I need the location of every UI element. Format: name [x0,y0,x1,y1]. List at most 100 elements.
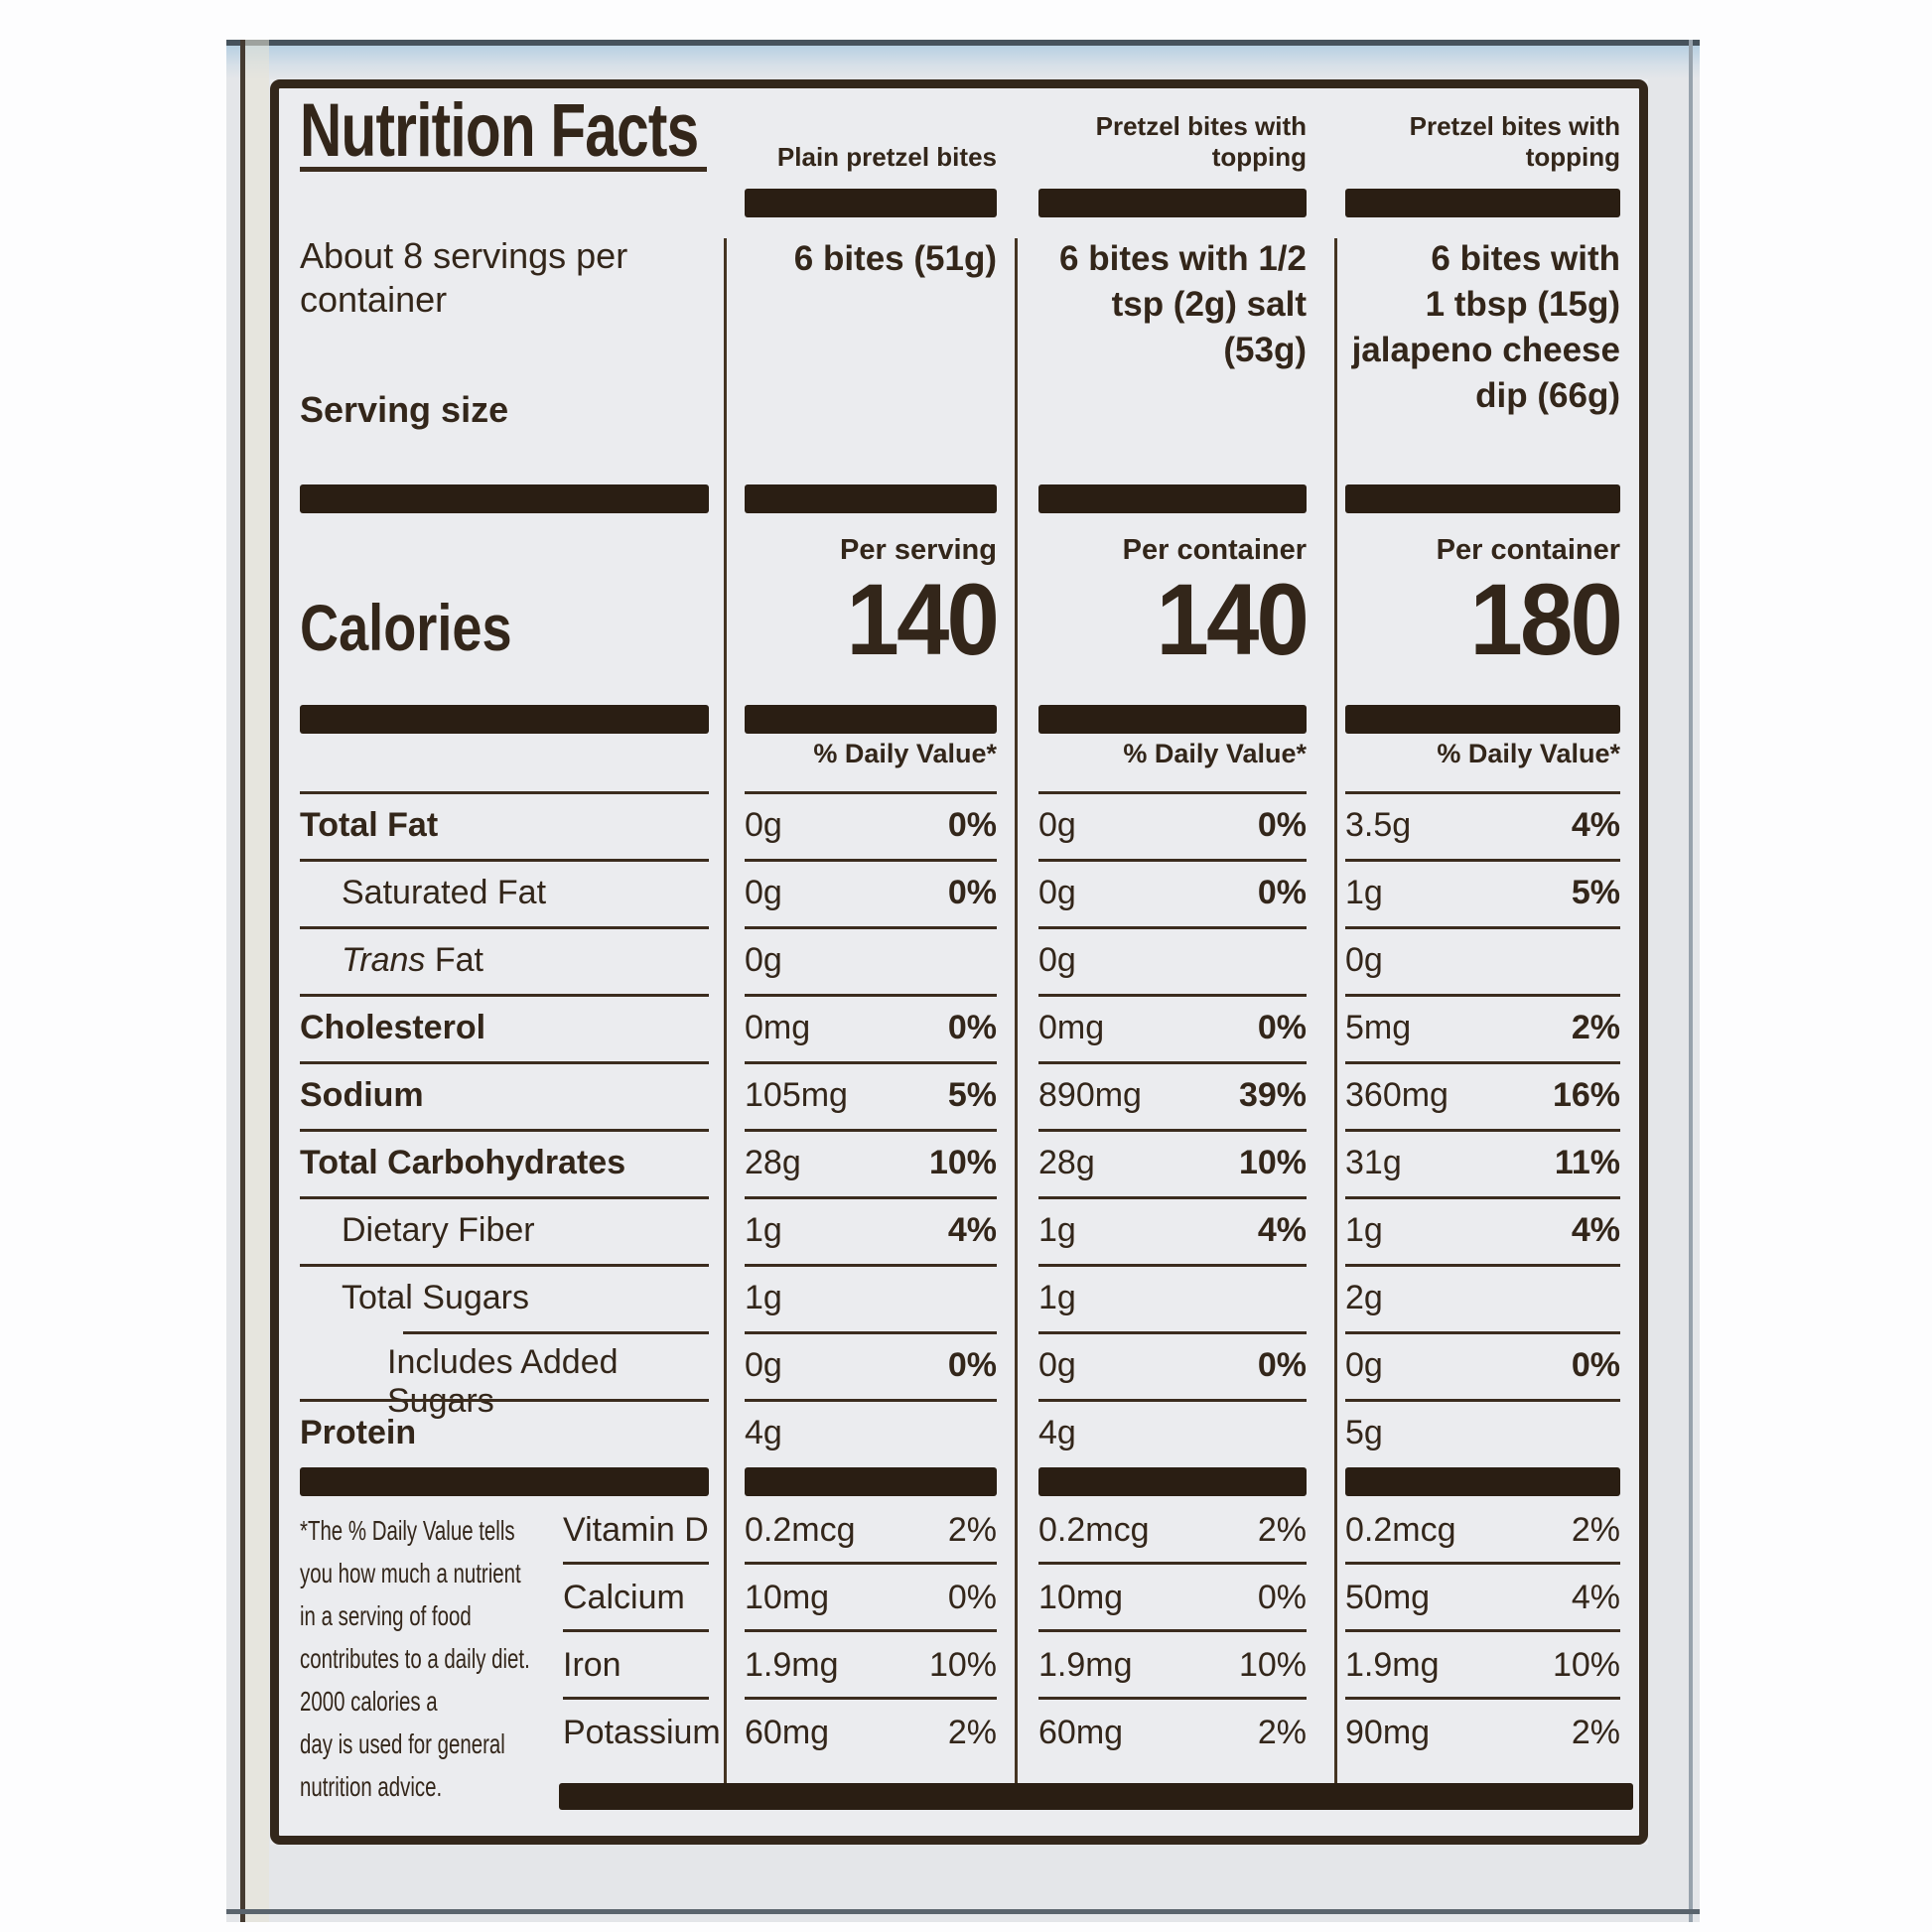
nutrient-row-dietary-fiber: Dietary Fiber 1g 4% 1g 4% 1g 4% [270,1196,1648,1264]
per-container-label: Per container [1122,534,1307,566]
vitamin-label: Calcium [563,1565,709,1632]
vitamin-label: Vitamin D [563,1497,709,1565]
panel-title: Nutrition Facts [300,88,699,173]
nutrient-values: 0g 0% [1038,791,1307,859]
nutrient-label: Dietary Fiber [300,1196,709,1264]
serving-desc-dip: 6 bites with 1 tbsp (15g) jalapeno chees… [1351,239,1620,415]
serving-desc-plain: 6 bites (51g) [793,239,997,278]
nutrient-values: 0g 0% [1038,1331,1307,1399]
nutrient-values: 0mg 0% [1038,994,1307,1061]
nutrient-row-total-sugars: Total Sugars 1g 1g 2g [270,1264,1648,1331]
vitamin-values: 1.9mg 10% [745,1632,997,1700]
header-bar [745,189,997,217]
nutrient-label: Total Carbohydrates [300,1129,709,1196]
calories-label: Calories [300,591,512,664]
nutrient-values: 2g [1345,1264,1620,1331]
nutrient-label: Total Fat [300,791,709,859]
section-bar [1345,1467,1620,1496]
nutrient-label: Sodium [300,1061,709,1129]
nutrient-label: Cholesterol [300,994,709,1061]
calories-value-dip: 180 [1469,563,1622,676]
per-container-label: Per container [1436,534,1620,566]
nutrient-values: 5g [1345,1399,1620,1466]
nutrient-values: 1g [745,1264,997,1331]
per-serving-label: Per serving [840,534,997,566]
nutrient-row-protein: Protein 4g 4g 5g [270,1399,1648,1466]
nutrient-values: 0g [1345,926,1620,994]
nutrition-facts-panel: Nutrition Facts Plain pretzel bites Pret… [270,79,1648,1845]
vitamin-row-calcium: Calcium 10mg 0% 10mg 0% 50mg 4% [270,1565,1648,1632]
nutrient-label: Trans Fat [300,926,709,994]
nutrient-values: 4g [1038,1399,1307,1466]
photo-left-tint [245,40,269,1922]
section-bar [745,1467,997,1496]
section-bar [1038,705,1307,734]
nutrient-values: 360mg 16% [1345,1061,1620,1129]
photo-top-edge [226,40,1700,79]
nutrient-values: 1g [1038,1264,1307,1331]
nutrient-values: 5mg 2% [1345,994,1620,1061]
nutrient-label: Total Sugars [300,1264,709,1331]
vitamin-values: 90mg 2% [1345,1714,1620,1751]
vitamin-row-potassium: Potassium 60mg 2% 60mg 2% 90mg 2% [270,1700,1648,1767]
nutrient-row-saturated-fat: Saturated Fat 0g 0% 0g 0% 1g 5% [270,859,1648,926]
nutrient-values: 0g [745,926,997,994]
nutrient-values: 0g 0% [745,1331,997,1399]
bottom-bar [559,1783,1633,1810]
vitamin-label: Iron [563,1632,709,1700]
header-bar [1345,189,1620,217]
nutrient-values: 28g 10% [745,1129,997,1196]
vitamin-values: 10mg 0% [745,1565,997,1632]
vitamin-values: 50mg 4% [1345,1565,1620,1632]
section-bar [1038,1467,1307,1496]
section-bar [745,484,997,513]
vitamin-values: 0.2mcg 2% [745,1497,997,1565]
nutrient-row-total-fat: Total Fat 0g 0% 0g 0% 3.5g 4% [270,791,1648,859]
photo-bottom-edge [226,1909,1700,1914]
vitamin-row-vitamin-d: Vitamin D 0.2mcg 2% 0.2mcg 2% 0.2mcg 2% [270,1497,1648,1565]
nutrient-values: 1g 4% [1345,1196,1620,1264]
section-bar [300,705,709,734]
daily-value-header: % Daily Value* [1437,739,1620,768]
calories-value-plain: 140 [846,563,999,676]
nutrient-values: 28g 10% [1038,1129,1307,1196]
vitamin-values: 1.9mg 10% [1038,1632,1307,1700]
nutrient-values: 0g 0% [745,791,997,859]
vitamin-values: 0.2mcg 2% [1038,1497,1307,1565]
section-bar [1038,484,1307,513]
vitamin-values: 10mg 0% [1038,1565,1307,1632]
nutrient-row-trans-fat: Trans Fat 0g 0g 0g [270,926,1648,994]
nutrient-values: 31g 11% [1345,1129,1620,1196]
nutrient-values: 1g 4% [1038,1196,1307,1264]
photo-left-edge [240,40,245,1922]
nutrient-values: 0g [1038,926,1307,994]
nutrient-values: 0g 0% [1038,859,1307,926]
column-header-plain: Plain pretzel bites [776,142,997,172]
section-bar [300,1467,709,1496]
vitamin-values: 0.2mcg 2% [1345,1497,1620,1565]
daily-value-header: % Daily Value* [813,739,997,768]
nutrient-row-sodium: Sodium 105mg 5% 890mg 39% 360mg 16% [270,1061,1648,1129]
vitamin-row-iron: Iron 1.9mg 10% 1.9mg 10% 1.9mg 10% [270,1632,1648,1700]
section-bar [1345,705,1620,734]
vitamin-values: 60mg 2% [745,1714,997,1751]
nutrient-values: 0g 0% [745,859,997,926]
servings-per-container: About 8 servings per container [300,235,628,320]
column-header-salt: Pretzel bites with topping [1095,111,1307,172]
nutrient-label: Protein [300,1399,709,1466]
nutrient-values: 890mg 39% [1038,1061,1307,1129]
nutrient-values: 3.5g 4% [1345,791,1620,859]
nutrient-values: 0mg 0% [745,994,997,1061]
photo-right-edge [1689,40,1693,1922]
daily-value-footnote: *The % Daily Value tells you how much a … [300,1515,530,1802]
nutrient-values: 0g 0% [1345,1331,1620,1399]
column-divider [724,238,727,1783]
vitamin-values: 1.9mg 10% [1345,1632,1620,1700]
column-divider [1334,238,1337,1783]
section-bar [300,484,709,513]
vitamin-values: 60mg 2% [1038,1714,1307,1751]
daily-value-header: % Daily Value* [1123,739,1307,768]
nutrient-values: 1g 5% [1345,859,1620,926]
column-header-dip: Pretzel bites with topping [1409,111,1620,172]
calories-value-salt: 140 [1156,563,1309,676]
